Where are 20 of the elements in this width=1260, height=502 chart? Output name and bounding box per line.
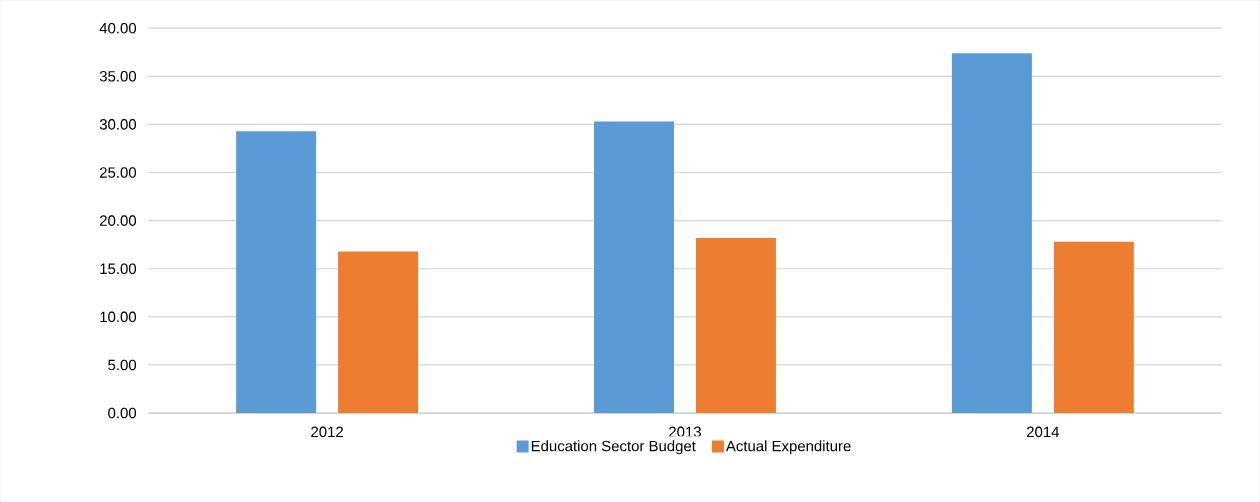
y-tick-label: 15.00 — [100, 263, 137, 274]
legend-label: Actual Expenditure — [725, 440, 851, 455]
x-tick-label: 2014 — [1026, 426, 1060, 438]
bar — [695, 237, 776, 413]
y-tick-label: 30.00 — [99, 119, 137, 130]
x-tick-label: 2013 — [669, 426, 701, 438]
bar — [236, 131, 317, 413]
y-tick-label: 5.00 — [108, 359, 137, 371]
bar — [1053, 241, 1134, 413]
bar — [338, 251, 419, 413]
y-tick-label: 35.00 — [99, 70, 137, 82]
y-tick-label: 40.00 — [99, 22, 137, 34]
bar — [594, 121, 674, 413]
y-tick-label: 10.00 — [100, 311, 137, 323]
y-tick-label: 20.00 — [100, 215, 137, 226]
y-tick-label: 0.00 — [108, 407, 137, 419]
x-tick-label: 2012 — [311, 426, 343, 438]
y-tick-label: 25.00 — [100, 167, 137, 178]
legend-label: Education Sector Budget — [531, 440, 696, 455]
bar — [951, 53, 1032, 413]
